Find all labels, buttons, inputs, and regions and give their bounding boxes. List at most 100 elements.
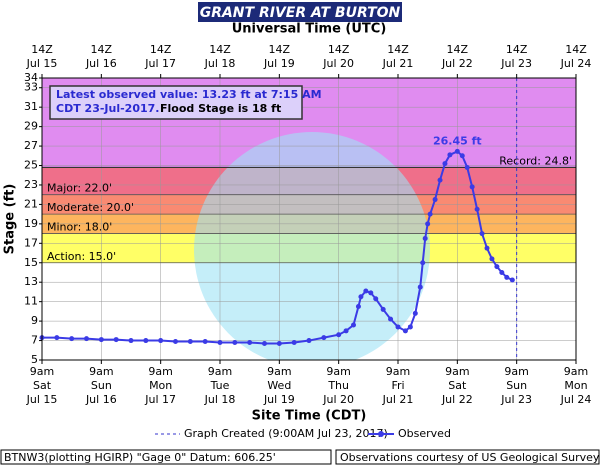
x-tick-label: Jul 23 <box>500 393 532 406</box>
y-tick-label: 27 <box>24 139 38 152</box>
observed-point <box>113 337 119 343</box>
x2-tick-label: 14Z <box>565 43 587 56</box>
x-tick-label: 9am <box>386 365 410 378</box>
observed-point <box>427 211 433 217</box>
y-tick-label: 29 <box>24 120 38 133</box>
x-tick-label: Jul 22 <box>441 393 473 406</box>
observed-point <box>306 338 312 344</box>
x-tick-label: Tue <box>210 379 230 392</box>
info-line: CDT 23-Jul-2017. <box>56 102 159 115</box>
observed-point <box>412 310 418 316</box>
x2-tick-label: Jul 17 <box>144 57 176 70</box>
observed-point <box>425 221 431 227</box>
footer-right: Observations courtesy of US Geological S… <box>340 451 600 464</box>
observed-point <box>368 290 374 296</box>
observed-point <box>484 245 490 251</box>
observed-point <box>380 306 386 312</box>
x-tick-label: 9am <box>326 365 350 378</box>
x-tick-label: 9am <box>564 365 588 378</box>
observed-point <box>143 338 149 344</box>
observed-point <box>358 294 364 300</box>
x2-tick-label: 14Z <box>91 43 113 56</box>
x2-tick-label: 14Z <box>506 43 528 56</box>
threshold-label: Record: 24.8' <box>499 154 572 167</box>
observed-point <box>479 231 485 237</box>
info-box <box>49 85 303 120</box>
x-tick-label: 9am <box>89 365 113 378</box>
observed-point <box>247 339 253 345</box>
footer-box <box>0 449 332 465</box>
x-tick-label: Sun <box>91 379 112 392</box>
y-tick-label: 15 <box>24 256 38 269</box>
observed-point <box>173 339 178 345</box>
y-tick-label: 17 <box>24 236 38 249</box>
x-tick-label: 9am <box>30 365 54 378</box>
x2-tick-label: 14Z <box>447 43 469 56</box>
observed-point <box>442 161 448 167</box>
y-tick-label: 11 <box>24 295 38 308</box>
x-tick-label: Jul 18 <box>204 393 236 406</box>
y-tick-label: 21 <box>24 197 38 210</box>
x-tick-label: Mon <box>564 379 587 392</box>
chart-title: GRANT RIVER AT BURTON <box>200 5 401 21</box>
y-tick-label: 9 <box>31 314 38 327</box>
x-tick-label: Jul 20 <box>322 393 354 406</box>
x-tick-label: Jul 17 <box>144 393 176 406</box>
observed-point <box>321 335 327 341</box>
observed-point <box>363 288 369 294</box>
x-tick-label: Sat <box>33 379 52 392</box>
x-tick-label: Jul 19 <box>263 393 295 406</box>
observed-point <box>98 337 104 343</box>
value-label: 26.45 ft <box>433 134 482 147</box>
observed-point <box>489 256 495 262</box>
x-tick-label: Jul 24 <box>560 393 592 406</box>
observed-point <box>417 284 423 290</box>
observed-point <box>407 324 413 330</box>
observed-point <box>355 304 361 310</box>
observed-point <box>395 324 401 330</box>
x2-tick-label: 14Z <box>209 43 231 56</box>
x2-tick-label: Jul 16 <box>85 57 117 70</box>
info-line: Flood Stage is 18 ft <box>160 102 281 115</box>
threshold-label: Moderate: 20.0' <box>47 201 134 214</box>
observed-point <box>437 177 443 183</box>
observed-point <box>291 339 297 345</box>
observed-point <box>232 339 238 345</box>
y-tick-label: 7 <box>31 334 38 347</box>
observed-point <box>187 339 193 345</box>
footer-box <box>335 449 600 465</box>
observed-point <box>504 274 510 280</box>
footer-left: BTNW3(plotting HGIRP) "Gage 0" Datum: 60… <box>4 451 276 464</box>
x2-tick-label: 14Z <box>150 43 172 56</box>
observed-point <box>388 316 394 322</box>
y-tick-label: 19 <box>24 217 38 230</box>
x-tick-label: 9am <box>445 365 469 378</box>
observed-point <box>128 338 134 344</box>
x2-tick-label: Jul 19 <box>263 57 295 70</box>
observed-point <box>474 206 480 212</box>
x-axis-title: Site Time (CDT) <box>252 409 367 424</box>
y-tick-label: 33 <box>24 81 38 94</box>
observed-point <box>499 269 505 275</box>
observed-point <box>402 328 408 334</box>
observed-point <box>262 340 267 346</box>
x2-tick-label: Jul 22 <box>441 57 473 70</box>
observed-point <box>459 153 465 159</box>
observed-point <box>202 339 208 345</box>
observed-point <box>422 235 428 241</box>
threshold-label: Major: 22.0' <box>47 182 112 195</box>
x2-tick-label: Jul 21 <box>382 57 414 70</box>
x-tick-label: Sat <box>448 379 467 392</box>
x-tick-label: Thu <box>327 379 349 392</box>
observed-point <box>54 335 60 341</box>
marks: 26.45 ft <box>39 134 515 346</box>
observed-point <box>217 339 223 345</box>
x2-tick-label: Jul 15 <box>26 57 58 70</box>
threshold-label: Minor: 18.0' <box>47 221 112 234</box>
observed-point <box>69 336 75 342</box>
x2-tick-label: Jul 18 <box>204 57 236 70</box>
x-tick-label: Fri <box>391 379 404 392</box>
observed-point <box>276 340 282 346</box>
y-tick-label: 31 <box>24 100 38 113</box>
